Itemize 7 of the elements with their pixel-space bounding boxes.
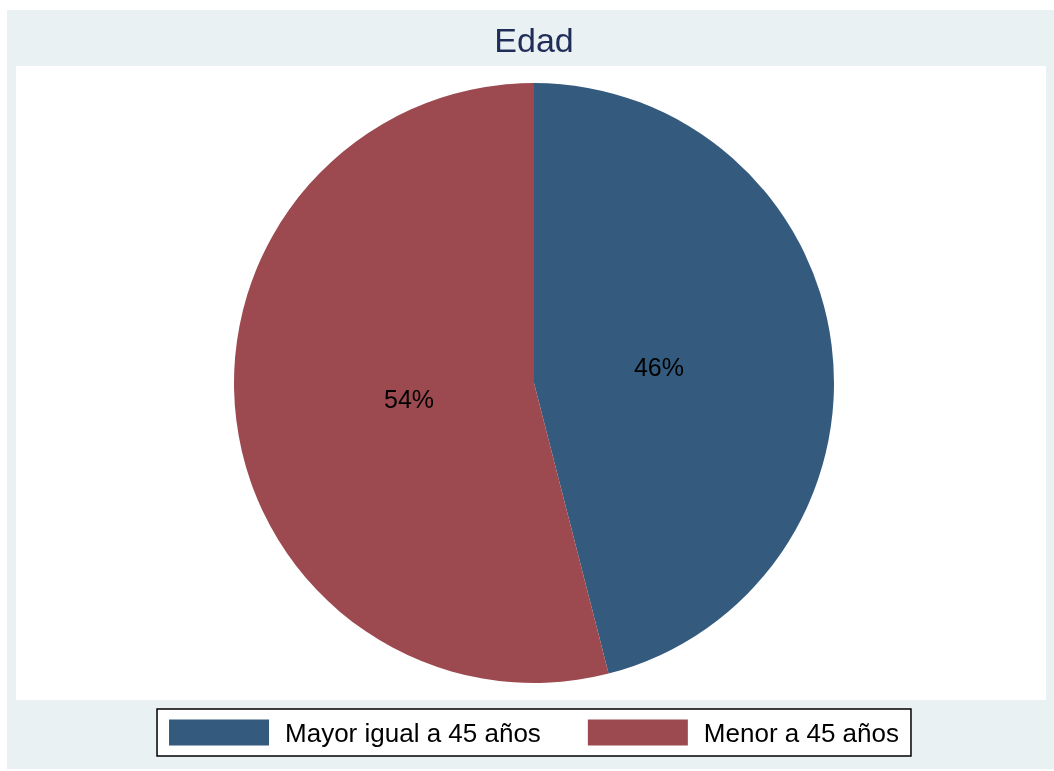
data-label: 46% <box>633 352 685 381</box>
data-label: 54% <box>383 384 435 413</box>
pie-slice <box>234 83 609 683</box>
legend-label: Mayor igual a 45 años <box>285 717 541 748</box>
legend-label: Menor a 45 años <box>703 717 899 748</box>
chart-title: Edad <box>494 21 574 59</box>
pie-slice <box>534 83 834 674</box>
